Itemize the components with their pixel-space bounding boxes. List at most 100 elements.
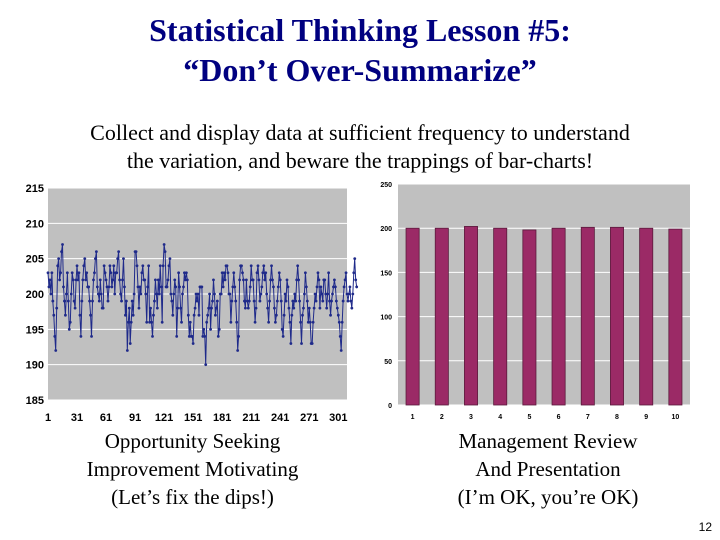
- line-point: [69, 292, 73, 296]
- line-point: [149, 306, 152, 310]
- line-point: [121, 278, 124, 282]
- line-point: [50, 271, 54, 275]
- line-point: [202, 327, 206, 331]
- line-point: [256, 264, 260, 268]
- line-point: [288, 320, 292, 324]
- line-point: [290, 313, 294, 317]
- line-point: [92, 278, 95, 282]
- line-y-tick-label: 215: [26, 183, 44, 195]
- line-point: [264, 271, 268, 275]
- line-point: [125, 349, 129, 352]
- line-point: [61, 243, 64, 246]
- line-point: [238, 278, 241, 282]
- line-point: [342, 285, 346, 289]
- line-point: [242, 278, 245, 282]
- line-point: [348, 285, 352, 289]
- line-point: [103, 271, 107, 275]
- line-point: [206, 313, 210, 317]
- line-x-tick-label: 31: [71, 412, 83, 424]
- bar-x-tick-label: 9: [644, 414, 648, 421]
- line-point: [200, 285, 204, 289]
- line-point: [333, 285, 337, 289]
- line-point: [341, 299, 345, 303]
- line-point: [118, 278, 122, 282]
- line-point: [184, 278, 187, 282]
- bar: [610, 226, 624, 406]
- line-point: [267, 320, 271, 324]
- line-point: [234, 299, 238, 303]
- line-point: [155, 306, 159, 310]
- line-point: [278, 278, 282, 282]
- line-y-tick-label: 195: [26, 324, 44, 336]
- line-point: [355, 285, 359, 289]
- caption-right: Management Review And Presentation (I’m …: [388, 427, 708, 511]
- line-point: [350, 306, 354, 310]
- line-point: [259, 292, 263, 296]
- line-point: [282, 313, 286, 317]
- line-point: [64, 313, 67, 317]
- line-point: [57, 257, 61, 261]
- caption-left-line-3: (Let’s fix the dips!): [111, 485, 274, 509]
- line-point: [83, 257, 87, 261]
- line-point: [263, 278, 267, 282]
- line-point: [207, 306, 211, 310]
- line-point: [63, 299, 66, 303]
- title-line-1: Statistical Thinking Lesson #5:: [149, 12, 571, 48]
- line-point: [268, 299, 271, 303]
- line-point: [270, 264, 273, 268]
- line-point: [223, 278, 227, 282]
- line-point: [168, 257, 172, 261]
- line-point: [287, 306, 291, 310]
- line-point: [127, 306, 131, 310]
- line-point: [305, 299, 309, 303]
- line-point: [93, 271, 96, 275]
- line-point: [349, 299, 353, 303]
- line-y-tick-label: 210: [26, 218, 44, 230]
- line-point: [230, 299, 234, 303]
- line-point: [137, 306, 141, 310]
- line-point: [271, 278, 274, 282]
- line-point: [240, 264, 243, 268]
- line-point: [126, 320, 130, 324]
- line-point: [327, 271, 331, 275]
- line-point: [71, 278, 75, 282]
- line-point: [75, 264, 79, 268]
- bar-chart: 0 50 100 150 200 250 1 2 3 4 5 6 7 8 9 10: [380, 182, 690, 421]
- caption-right-line-2: And Presentation: [475, 457, 621, 481]
- bar-x-tick-label: 6: [557, 414, 561, 421]
- line-point: [266, 306, 270, 310]
- line-point: [354, 278, 358, 282]
- line-point: [109, 271, 113, 275]
- line-x-tick-label: 211: [242, 412, 260, 424]
- line-point: [249, 264, 253, 268]
- bar-x-tick-label: 10: [672, 414, 680, 421]
- line-point: [174, 285, 178, 289]
- line-point: [336, 313, 340, 317]
- line-point: [345, 292, 349, 296]
- line-point: [222, 271, 226, 275]
- line-point: [335, 306, 339, 310]
- line-point: [229, 320, 233, 324]
- line-point: [151, 335, 154, 338]
- line-point: [219, 292, 223, 296]
- line-point: [217, 327, 221, 331]
- line-point: [58, 278, 62, 282]
- line-point: [148, 320, 152, 324]
- line-point: [120, 299, 123, 303]
- bar-x-tick-label: 3: [469, 414, 473, 421]
- line-point: [307, 306, 311, 310]
- line-point: [314, 299, 318, 303]
- line-point: [72, 299, 76, 303]
- line-point: [106, 299, 110, 303]
- line-point: [319, 285, 323, 289]
- line-point: [330, 299, 333, 303]
- line-point: [333, 278, 336, 282]
- line-point: [96, 292, 100, 296]
- line-point: [77, 271, 81, 275]
- line-point: [184, 271, 188, 275]
- bar-y-tick-label: 250: [380, 182, 392, 189]
- line-point: [289, 342, 293, 345]
- line-point: [343, 278, 347, 282]
- line-point: [295, 278, 299, 282]
- line-point: [318, 306, 322, 310]
